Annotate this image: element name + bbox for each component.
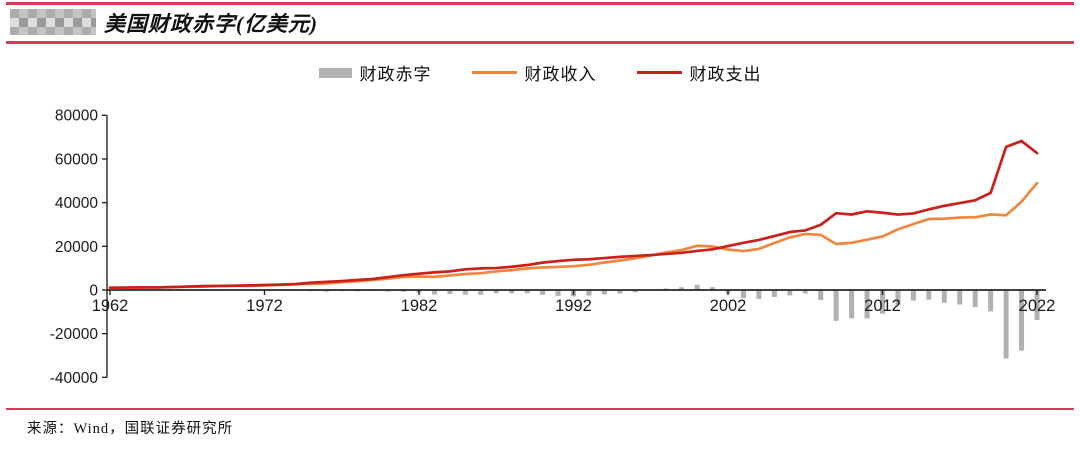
deficit-revenue-expenditure-chart: 80000 60000 40000 20000 0 -20000 -40000 1962 197… [50,108,1056,387]
svg-text:2012: 2012 [864,297,901,315]
header-red-rule [6,41,1074,44]
legend-label-revenue: 财政收入 [524,65,597,84]
svg-text:2022: 2022 [1019,297,1056,315]
deficit-bar-swatch [318,67,352,78]
legend-item-deficit: 财政赤字 [318,60,432,85]
svg-text:60000: 60000 [55,151,98,168]
svg-text:0: 0 [89,282,98,299]
legend-label-deficit: 财政赤字 [359,65,432,84]
legend-label-expenditure: 财政支出 [689,65,762,84]
svg-text:80000: 80000 [55,108,98,125]
svg-text:2002: 2002 [710,297,747,315]
chart-area: 80000 60000 40000 20000 0 -20000 -40000 1962 197… [0,99,1080,404]
svg-text:1982: 1982 [401,297,438,315]
legend-item-revenue: 财政收入 [471,60,597,85]
svg-text:1992: 1992 [555,297,592,315]
source-note: 来源：Wind，国联证券研究所 [27,421,234,437]
top-red-rule [6,2,1074,5]
svg-text:1962: 1962 [92,297,129,315]
expenditure-line-swatch [636,70,682,75]
svg-text:20000: 20000 [55,239,98,256]
redacted-figure-number [10,9,96,35]
svg-text:-20000: -20000 [50,326,99,343]
svg-text:1972: 1972 [246,297,283,315]
legend-item-expenditure: 财政支出 [636,60,762,85]
svg-text:-40000: -40000 [50,370,99,387]
svg-text:40000: 40000 [55,195,98,212]
chart-title: 美国财政赤字(亿美元) [104,12,318,36]
footer-red-rule [6,408,1074,410]
legend: 财政赤字 财政收入 财政支出 [0,60,1080,85]
revenue-line-swatch [471,70,517,75]
